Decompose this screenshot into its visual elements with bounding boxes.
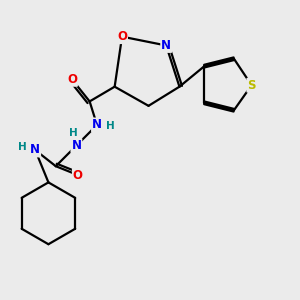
Text: N: N xyxy=(30,143,40,157)
Text: O: O xyxy=(73,169,83,182)
Text: H: H xyxy=(18,142,27,152)
Text: O: O xyxy=(117,30,127,43)
Text: N: N xyxy=(92,118,102,131)
Text: H: H xyxy=(69,128,78,138)
Text: H: H xyxy=(106,122,115,131)
Text: N: N xyxy=(161,39,171,52)
Text: O: O xyxy=(67,73,77,86)
Text: N: N xyxy=(71,139,81,152)
Text: S: S xyxy=(247,79,256,92)
